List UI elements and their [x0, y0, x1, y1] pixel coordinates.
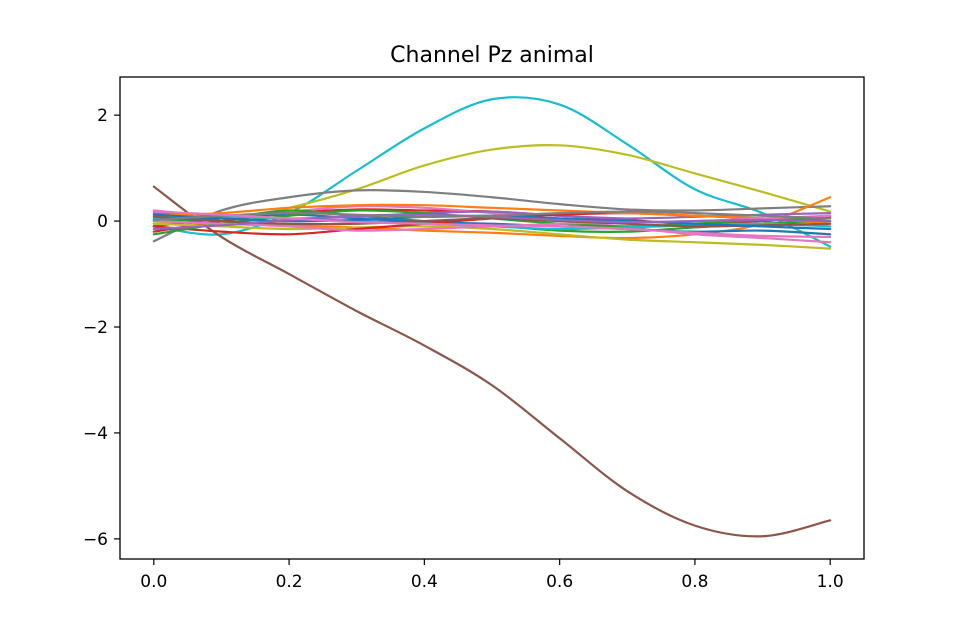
x-tick-label: 0.8	[681, 572, 708, 592]
x-tick-label: 0.0	[140, 572, 167, 592]
plot-frame	[119, 76, 865, 560]
series-line-21	[152, 210, 832, 239]
series-line-11	[152, 222, 832, 250]
y-tick-label: −2	[83, 318, 108, 338]
series-line-13	[152, 203, 832, 225]
series-line-20	[152, 210, 832, 222]
x-tick-label: 0.6	[546, 572, 573, 592]
y-tick-label: −6	[83, 530, 108, 550]
series-line-9	[152, 213, 832, 236]
chart-title: Channel Pz animal	[390, 43, 594, 68]
axes-layer: 0.0 0.2 0.4 0.6 0.8 1.0 2 0 −2 −4 −6	[83, 76, 865, 592]
x-tick-label: 0.2	[276, 572, 303, 592]
y-tick-label: 2	[97, 106, 108, 126]
y-tick-label: 0	[97, 212, 108, 232]
y-tick-label: −4	[83, 424, 108, 444]
series-line-17	[152, 215, 832, 228]
x-tick-label: 0.4	[411, 572, 438, 592]
series-layer	[152, 96, 832, 538]
series-line-4	[152, 188, 832, 243]
series-line-3	[152, 185, 832, 538]
x-tick-label: 1.0	[817, 572, 844, 592]
